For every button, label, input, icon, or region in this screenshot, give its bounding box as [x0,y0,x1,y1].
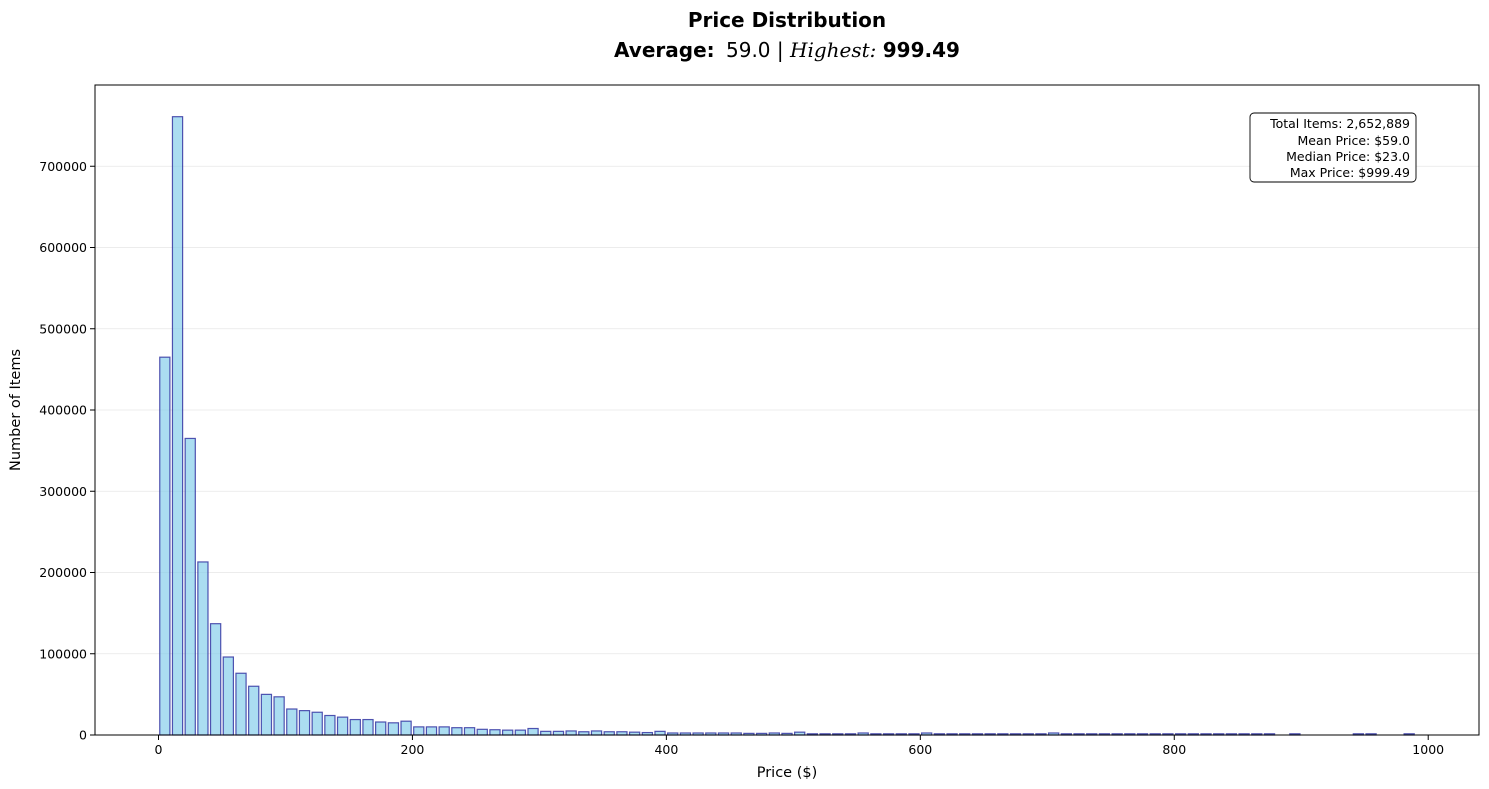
histogram-bar [514,729,527,736]
x-tick-label: 200 [401,742,425,757]
y-tick-label: 100000 [39,646,87,661]
histogram-bar [184,437,196,736]
y-tick-label: 0 [79,728,87,743]
x-tick-label: 400 [654,742,678,757]
x-tick-label: 600 [908,742,932,757]
histogram-bar [501,729,514,736]
y-tick-label: 200000 [39,565,87,580]
histogram-bar [349,718,361,736]
histogram-bar [387,722,400,736]
histogram-bar [159,356,171,736]
x-tick-label: 800 [1162,742,1186,757]
histogram-bar [654,730,666,736]
histogram-bar [260,693,273,736]
stats-box-frame [1249,112,1417,183]
bars [159,116,1415,736]
histogram-bar [209,623,222,736]
histogram-bar [552,730,565,736]
histogram-bar [476,728,488,736]
subtitle-average-label: Average: [614,38,715,62]
x-tick-label: 0 [155,742,163,757]
histogram-bar [273,696,285,736]
chart-title: Price Distribution [688,8,886,32]
histogram-bar [489,729,501,736]
y-axis-label: Number of Items [8,349,24,471]
histogram-bar [527,727,539,736]
chart-subtitle: Average: 59.0 | Highest: 999.49 [614,38,960,62]
histogram-bar [425,726,438,736]
subtitle-highest-label: Highest: [789,38,876,62]
stats-total-items: Total Items: 2,652,889 [1269,116,1410,131]
histogram-bar [222,656,235,736]
y-tick-label: 500000 [39,321,87,336]
histogram-bar [438,726,450,736]
histogram-bar [590,730,603,736]
stats-median-price: Median Price: $23.0 [1286,149,1410,164]
histogram-bar [336,716,349,736]
histogram-bar [413,726,425,736]
histogram-bar [286,708,298,736]
subtitle-average-value: 59.0 [726,38,771,62]
histogram-bar [540,730,552,736]
histogram-bar [311,711,323,736]
histogram-bar [248,685,260,736]
stats-mean-price: Mean Price: $59.0 [1298,133,1411,148]
y-tick-label: 600000 [39,240,87,255]
y-tick-label: 300000 [39,484,87,499]
histogram-bar [375,721,387,736]
y-tick-label: 400000 [39,403,87,418]
subtitle-highest-value: 999.49 [883,38,960,62]
histogram-bar [298,710,311,736]
histogram-bar [463,727,476,736]
axes: 0 200 400 600 800 1000 0 100000 200000 300000 4000… [39,84,1480,757]
histogram-bar [235,672,247,736]
x-tick-label: 1000 [1412,742,1444,757]
histogram-bar [400,720,412,736]
subtitle-separator: | [777,38,784,62]
histogram-bar [197,561,209,736]
stats-max-price: Max Price: $999.49 [1290,165,1410,180]
histogram-bar [362,718,374,736]
histogram-bar [171,116,184,736]
x-axis-label: Price ($) [757,765,818,781]
histogram-bar [451,727,463,736]
stats-box: Total Items: 2,652,889 Mean Price: $59.0… [1249,112,1417,183]
histogram-bar [565,730,577,736]
y-tick-label: 700000 [39,159,87,174]
histogram-bar [324,714,336,736]
grid-lines [95,165,1479,655]
